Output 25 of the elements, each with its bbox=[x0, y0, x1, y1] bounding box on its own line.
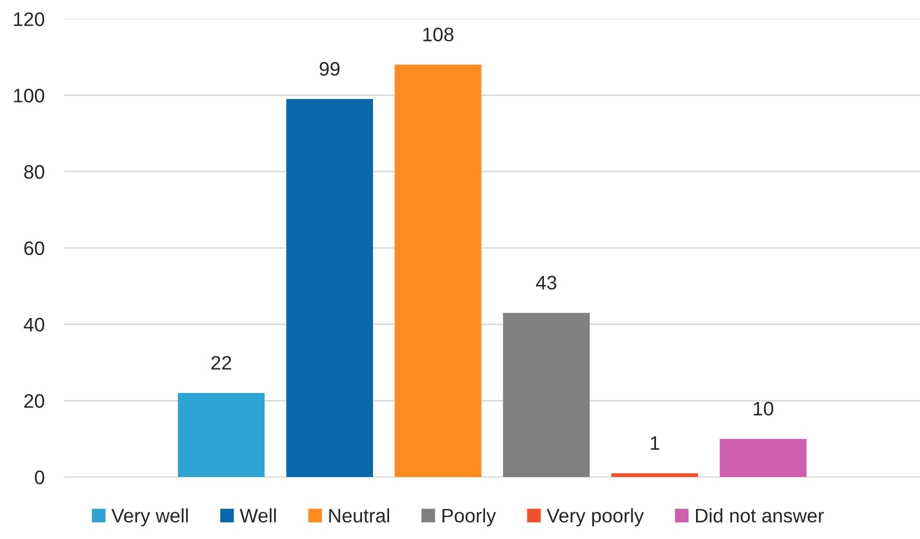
legend-label: Well bbox=[240, 508, 276, 523]
y-tick-label: 20 bbox=[24, 394, 44, 408]
legend-label: Poorly bbox=[442, 508, 496, 526]
data-label: 99 bbox=[320, 62, 340, 76]
bar bbox=[611, 473, 698, 478]
legend-label: Neutral bbox=[329, 508, 390, 523]
bar bbox=[394, 64, 482, 478]
y-tick-label: 120 bbox=[14, 12, 44, 26]
bar bbox=[720, 438, 806, 478]
y-tick-label: 100 bbox=[14, 88, 44, 102]
data-label: 22 bbox=[211, 356, 232, 370]
data-label: 1 bbox=[650, 436, 660, 450]
y-tick-label: 40 bbox=[24, 318, 44, 332]
data-label: 43 bbox=[536, 276, 556, 290]
y-tick-label: 0 bbox=[34, 470, 44, 484]
y-tick-label: 80 bbox=[24, 165, 44, 179]
bar bbox=[503, 312, 590, 478]
y-tick-label: 60 bbox=[24, 241, 44, 256]
bar bbox=[286, 99, 373, 478]
data-label: 108 bbox=[423, 28, 454, 42]
legend-label: Very poorly bbox=[546, 508, 644, 526]
bar bbox=[178, 393, 265, 478]
legend-label: Very well bbox=[111, 508, 188, 526]
data-label: 10 bbox=[754, 402, 774, 416]
legend-label: Did not answer bbox=[696, 508, 824, 523]
